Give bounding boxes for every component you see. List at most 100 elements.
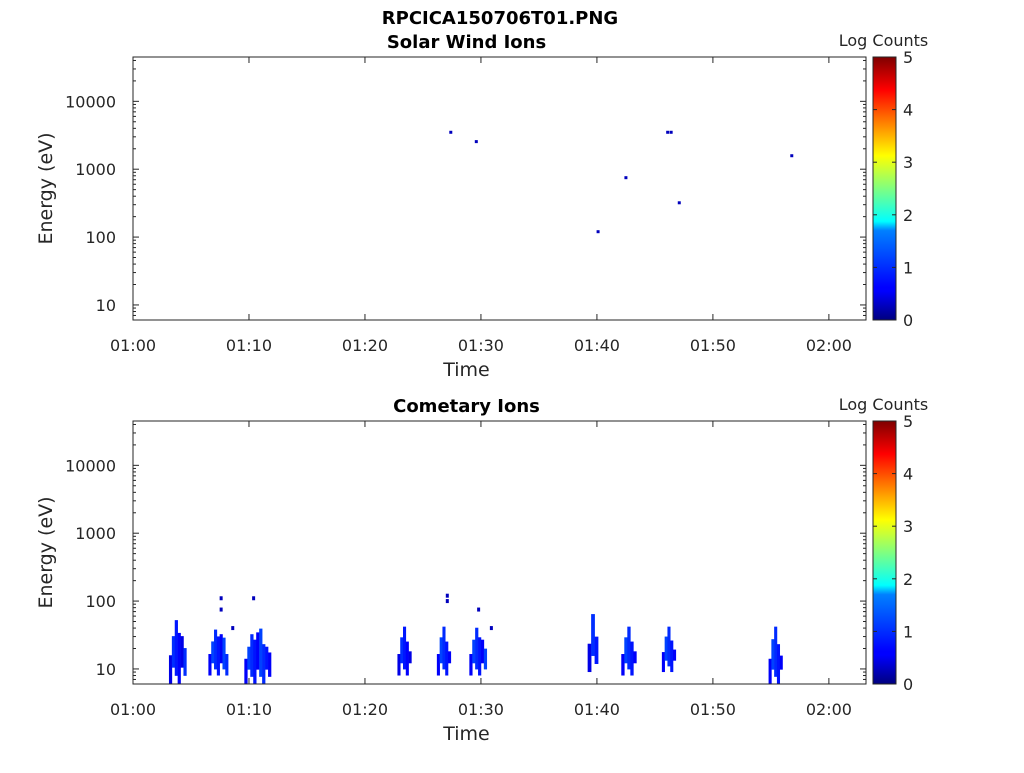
burst-column (268, 652, 272, 677)
colorbar-tick-label: 1 (903, 258, 913, 277)
burst-column (673, 649, 677, 661)
x-tick-label: 02:00 (806, 336, 852, 355)
burst-column (214, 629, 218, 670)
burst-column (480, 639, 485, 664)
colorbar-tick-label: 0 (903, 675, 913, 694)
burst-column (591, 614, 595, 656)
burst-column (219, 634, 223, 664)
x-tick-label: 01:20 (342, 336, 388, 355)
burst-column (405, 641, 409, 676)
burst-column (177, 632, 181, 684)
data-cell (474, 140, 478, 144)
data-cell (666, 130, 670, 134)
y-tick-label: 1000 (75, 524, 116, 543)
burst-column (180, 636, 184, 668)
x-tick-label: 01:30 (458, 700, 504, 719)
y-axis-label: Energy (eV) (35, 496, 57, 608)
data-cell (477, 607, 481, 612)
burst-column (594, 636, 599, 664)
burst-column (472, 639, 476, 664)
data-cell (252, 596, 256, 601)
colorbar-label: Log Counts (839, 395, 929, 414)
x-tick-label: 01:30 (458, 336, 504, 355)
burst-column (247, 646, 251, 670)
burst-column (627, 626, 631, 670)
burst-column (262, 644, 266, 684)
burst-column (633, 651, 637, 664)
panel-title: Solar Wind Ions (387, 32, 546, 53)
burst-column (630, 641, 634, 676)
figure-title: RPCICA150706T01.PNG (382, 8, 618, 29)
colorbar-tick-label: 5 (903, 412, 913, 431)
burst-column (256, 632, 260, 670)
x-tick-label: 01:10 (226, 700, 272, 719)
plot-frame (132, 56, 867, 321)
burst-column (208, 654, 212, 676)
colorbar (872, 56, 897, 321)
burst-column (768, 658, 772, 684)
burst-column (771, 639, 775, 670)
burst-column (174, 620, 178, 676)
burst-column (225, 654, 229, 676)
data-cell (219, 607, 223, 612)
x-tick-label: 01:50 (690, 336, 736, 355)
burst-column (664, 636, 668, 661)
data-cell (449, 130, 453, 134)
y-axis-label: Energy (eV) (35, 132, 57, 244)
burst-column (400, 637, 404, 664)
burst-column (436, 654, 440, 676)
y-tick-label: 100 (85, 228, 116, 247)
burst-column (244, 658, 248, 684)
burst-column (475, 627, 479, 670)
x-tick-label: 01:00 (110, 700, 156, 719)
burst-column (448, 651, 452, 664)
y-tick-label: 10 (96, 296, 116, 315)
burst-column (171, 636, 176, 668)
data-cell (790, 154, 794, 158)
burst-column (624, 637, 628, 664)
colorbar (872, 420, 897, 685)
x-tick-label: 01:40 (574, 700, 620, 719)
data-cell (677, 201, 681, 205)
panel-title: Cometary Ions (393, 396, 540, 417)
data-cell (489, 626, 493, 631)
burst-column (222, 637, 226, 670)
burst-column (469, 654, 473, 676)
burst-column (397, 654, 401, 676)
colorbar-tick-label: 2 (903, 206, 913, 225)
burst-column (439, 637, 443, 664)
colorbar-tick-label: 1 (903, 622, 913, 641)
burst-column (183, 648, 187, 676)
y-tick-label: 10000 (65, 456, 116, 475)
y-tick-label: 10 (96, 660, 116, 679)
burst-column (621, 654, 625, 676)
data-cell (445, 593, 449, 598)
burst-column (667, 626, 671, 667)
data-cell (445, 599, 449, 604)
colorbar-tick-label: 4 (903, 465, 913, 484)
data-cell (231, 626, 235, 631)
x-axis-label: Time (442, 723, 490, 745)
burst-column (478, 637, 482, 676)
burst-column (774, 626, 778, 677)
burst-column (587, 643, 592, 673)
panel-solar-wind-ions: 01:00 01:10 01:20 01:30 01:40 01:50 02:0010100… (35, 31, 928, 381)
burst-column (216, 636, 220, 676)
burst-column (259, 628, 263, 677)
x-tick-label: 02:00 (806, 700, 852, 719)
burst-column (403, 626, 407, 670)
y-tick-label: 1000 (75, 160, 116, 179)
burst-column (483, 648, 488, 670)
burst-column (265, 646, 269, 670)
x-tick-label: 01:40 (574, 336, 620, 355)
colorbar-tick-label: 2 (903, 570, 913, 589)
burst-column (776, 644, 781, 684)
colorbar-tick-label: 3 (903, 517, 913, 536)
colorbar-label: Log Counts (839, 31, 929, 50)
colorbar-tick-label: 3 (903, 153, 913, 172)
burst-column (211, 641, 215, 664)
colorbar-tick-label: 0 (903, 311, 913, 330)
burst-column (253, 639, 257, 684)
data-cell (219, 596, 223, 601)
